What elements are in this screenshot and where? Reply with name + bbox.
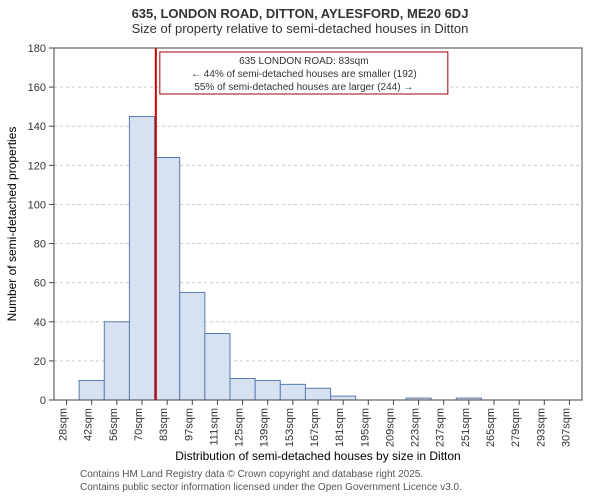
bar [280, 384, 305, 400]
y-tick-label: 180 [28, 43, 46, 55]
y-tick-label: 40 [34, 317, 46, 329]
bar [129, 116, 154, 400]
footer-line-1: Contains HM Land Registry data © Crown c… [80, 468, 462, 481]
x-tick-label: 223sqm [410, 408, 422, 447]
bar [79, 380, 104, 400]
x-tick-label: 307sqm [560, 408, 572, 447]
annotation-line-3: 55% of semi-detached houses are larger (… [194, 82, 413, 93]
bar [331, 396, 356, 400]
y-tick-label: 20 [34, 356, 46, 368]
x-tick-label: 167sqm [309, 408, 321, 447]
x-tick-label: 111sqm [208, 408, 220, 446]
x-tick-label: 181sqm [334, 408, 346, 447]
x-tick-label: 125sqm [234, 408, 246, 447]
x-tick-label: 56sqm [108, 408, 120, 441]
bar [230, 378, 255, 400]
y-tick-label: 140 [28, 121, 46, 133]
y-tick-label: 120 [28, 160, 46, 172]
annotation-line-1: 635 LONDON ROAD: 83sqm [239, 56, 369, 67]
x-tick-label: 42sqm [83, 408, 95, 441]
bar [155, 158, 180, 400]
annotation-line-2: ← 44% of semi-detached houses are smalle… [191, 69, 417, 80]
x-tick-label: 139sqm [259, 408, 271, 447]
x-tick-label: 251sqm [460, 408, 472, 447]
bar [180, 292, 205, 400]
y-tick-label: 80 [34, 239, 46, 251]
bar [205, 334, 230, 400]
y-tick-label: 160 [28, 82, 46, 94]
footer-line-2: Contains public sector information licen… [80, 481, 462, 494]
x-tick-label: 195sqm [359, 408, 371, 447]
x-tick-label: 237sqm [435, 408, 447, 447]
x-tick-label: 28sqm [58, 408, 70, 441]
x-tick-label: 209sqm [384, 408, 396, 447]
x-tick-label: 265sqm [485, 408, 497, 447]
chart-footer: Contains HM Land Registry data © Crown c… [40, 468, 462, 494]
y-tick-label: 0 [40, 395, 46, 407]
x-tick-label: 97sqm [183, 408, 195, 441]
bar [255, 380, 280, 400]
y-axis-label: Number of semi-detached properties [5, 127, 19, 322]
x-tick-label: 153sqm [284, 408, 296, 447]
x-tick-label: 70sqm [133, 408, 145, 441]
x-tick-label: 293sqm [535, 408, 547, 447]
bar [305, 388, 330, 400]
y-tick-label: 100 [28, 199, 46, 211]
chart-container: 635, LONDON ROAD, DITTON, AYLESFORD, ME2… [0, 0, 600, 500]
y-tick-label: 60 [34, 278, 46, 290]
x-tick-label: 279sqm [510, 408, 522, 447]
bar [104, 322, 129, 400]
x-tick-label: 83sqm [158, 408, 170, 441]
x-axis-label: Distribution of semi-detached houses by … [175, 449, 460, 463]
histogram-plot: 0 20 40 60 80 100 120 140 160 180 28sqm 42sqm 56sqm 7… [0, 0, 600, 500]
